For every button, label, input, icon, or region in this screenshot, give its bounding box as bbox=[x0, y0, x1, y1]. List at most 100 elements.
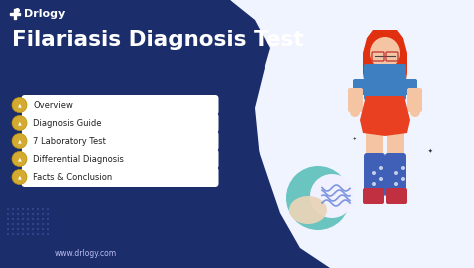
Circle shape bbox=[32, 218, 34, 220]
Circle shape bbox=[7, 213, 9, 215]
Circle shape bbox=[42, 223, 44, 225]
Circle shape bbox=[372, 182, 376, 186]
FancyBboxPatch shape bbox=[387, 128, 404, 162]
Circle shape bbox=[12, 213, 14, 215]
Text: ▲: ▲ bbox=[18, 157, 21, 162]
Circle shape bbox=[42, 228, 44, 230]
Bar bbox=[14, 9, 16, 19]
Polygon shape bbox=[230, 0, 330, 268]
FancyBboxPatch shape bbox=[353, 79, 370, 95]
Circle shape bbox=[37, 218, 39, 220]
Circle shape bbox=[286, 166, 350, 230]
Text: ✦: ✦ bbox=[428, 149, 433, 154]
Circle shape bbox=[379, 177, 383, 181]
Circle shape bbox=[12, 169, 27, 184]
Circle shape bbox=[47, 223, 49, 225]
Circle shape bbox=[401, 177, 405, 181]
Ellipse shape bbox=[289, 196, 327, 224]
Circle shape bbox=[7, 218, 9, 220]
Circle shape bbox=[7, 233, 9, 235]
Circle shape bbox=[32, 223, 34, 225]
Circle shape bbox=[22, 233, 24, 235]
Circle shape bbox=[372, 171, 376, 175]
Circle shape bbox=[47, 228, 49, 230]
Circle shape bbox=[37, 228, 39, 230]
Text: ▲: ▲ bbox=[18, 102, 21, 107]
Circle shape bbox=[17, 213, 19, 215]
Circle shape bbox=[12, 133, 27, 148]
Circle shape bbox=[22, 228, 24, 230]
FancyBboxPatch shape bbox=[400, 79, 417, 95]
FancyBboxPatch shape bbox=[364, 153, 385, 197]
Circle shape bbox=[37, 223, 39, 225]
Circle shape bbox=[394, 182, 398, 186]
Text: www.drlogy.com: www.drlogy.com bbox=[55, 250, 117, 259]
Circle shape bbox=[17, 208, 19, 210]
Text: ▲: ▲ bbox=[18, 121, 21, 125]
Text: Overview: Overview bbox=[33, 100, 73, 110]
Circle shape bbox=[27, 223, 29, 225]
Circle shape bbox=[37, 213, 39, 215]
FancyBboxPatch shape bbox=[21, 149, 219, 169]
Circle shape bbox=[401, 166, 405, 170]
Circle shape bbox=[394, 171, 398, 175]
FancyBboxPatch shape bbox=[386, 188, 407, 204]
Circle shape bbox=[42, 233, 44, 235]
Circle shape bbox=[12, 208, 14, 210]
Circle shape bbox=[37, 233, 39, 235]
Polygon shape bbox=[363, 30, 407, 108]
Circle shape bbox=[27, 208, 29, 210]
Circle shape bbox=[310, 174, 354, 218]
Polygon shape bbox=[360, 96, 410, 136]
Text: Differential Diagnosis: Differential Diagnosis bbox=[33, 154, 124, 163]
Circle shape bbox=[17, 223, 19, 225]
FancyBboxPatch shape bbox=[364, 64, 406, 100]
Text: Drlogy: Drlogy bbox=[24, 9, 65, 19]
Text: ▲: ▲ bbox=[18, 174, 21, 180]
FancyBboxPatch shape bbox=[363, 188, 384, 204]
Circle shape bbox=[17, 218, 19, 220]
FancyBboxPatch shape bbox=[21, 95, 219, 115]
FancyBboxPatch shape bbox=[366, 128, 383, 162]
Circle shape bbox=[32, 233, 34, 235]
Circle shape bbox=[37, 208, 39, 210]
Circle shape bbox=[12, 233, 14, 235]
Text: 7 Laboratory Test: 7 Laboratory Test bbox=[33, 136, 106, 146]
Circle shape bbox=[42, 213, 44, 215]
Ellipse shape bbox=[370, 37, 400, 69]
FancyBboxPatch shape bbox=[21, 113, 219, 133]
FancyBboxPatch shape bbox=[385, 153, 406, 197]
Circle shape bbox=[379, 166, 383, 170]
FancyBboxPatch shape bbox=[348, 88, 363, 112]
Circle shape bbox=[27, 218, 29, 220]
Circle shape bbox=[32, 208, 34, 210]
FancyBboxPatch shape bbox=[21, 167, 219, 187]
Circle shape bbox=[22, 208, 24, 210]
Circle shape bbox=[410, 107, 420, 117]
Circle shape bbox=[42, 208, 44, 210]
Bar bbox=[10, 13, 20, 15]
Circle shape bbox=[22, 213, 24, 215]
Circle shape bbox=[22, 223, 24, 225]
Text: ▲: ▲ bbox=[18, 139, 21, 143]
Text: Facts & Conclusion: Facts & Conclusion bbox=[33, 173, 112, 181]
Circle shape bbox=[12, 116, 27, 131]
Circle shape bbox=[7, 223, 9, 225]
Circle shape bbox=[7, 208, 9, 210]
Circle shape bbox=[12, 228, 14, 230]
Text: ✦: ✦ bbox=[353, 137, 356, 141]
Text: Diagnosis Guide: Diagnosis Guide bbox=[33, 118, 101, 128]
Circle shape bbox=[27, 213, 29, 215]
Circle shape bbox=[12, 98, 27, 113]
FancyBboxPatch shape bbox=[407, 88, 422, 112]
Circle shape bbox=[350, 107, 360, 117]
Circle shape bbox=[22, 218, 24, 220]
Circle shape bbox=[17, 233, 19, 235]
Circle shape bbox=[32, 228, 34, 230]
Circle shape bbox=[12, 223, 14, 225]
Circle shape bbox=[7, 228, 9, 230]
Circle shape bbox=[47, 233, 49, 235]
Text: Filariasis Diagnosis Test: Filariasis Diagnosis Test bbox=[12, 30, 304, 50]
Circle shape bbox=[27, 233, 29, 235]
FancyBboxPatch shape bbox=[21, 131, 219, 151]
